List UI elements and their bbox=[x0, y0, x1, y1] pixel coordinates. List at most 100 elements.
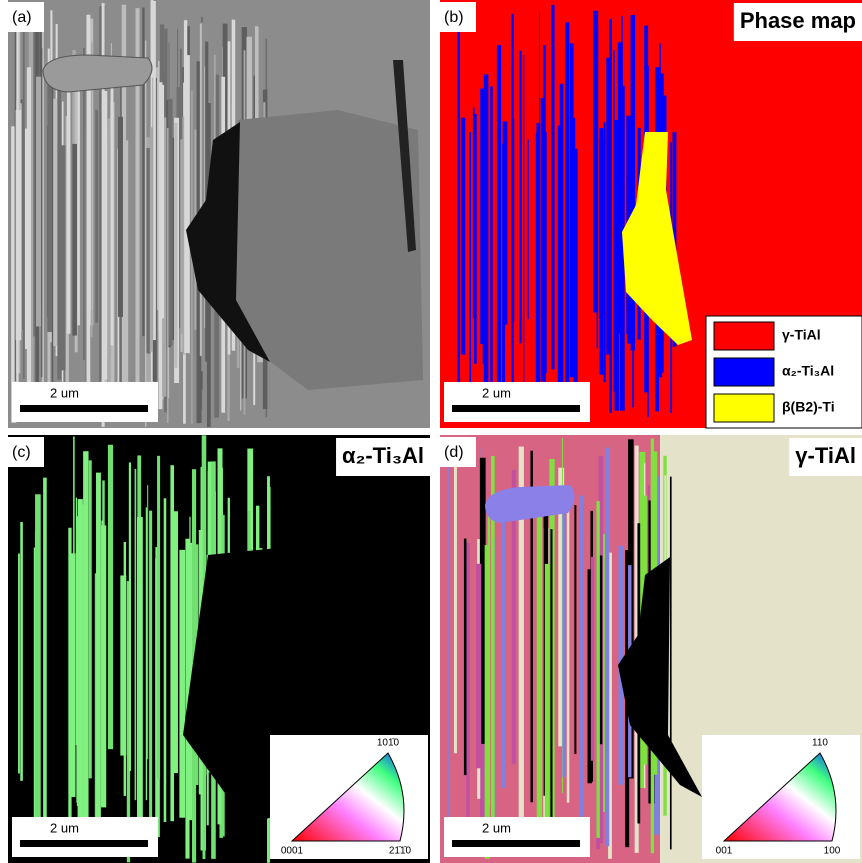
stripe bbox=[537, 509, 543, 835]
image bbox=[440, 435, 862, 863]
stripe bbox=[153, 1, 156, 341]
stripe bbox=[26, 67, 31, 413]
panel: (d) γ-TiAl 2 um 110 001 100 bbox=[440, 435, 862, 863]
stripe bbox=[179, 549, 186, 818]
stripe bbox=[593, 10, 599, 313]
stripe bbox=[502, 143, 506, 402]
stripe bbox=[484, 545, 490, 859]
stripe bbox=[170, 465, 175, 822]
scale-bar-label: 2 um bbox=[50, 385, 79, 400]
stripe bbox=[469, 132, 472, 406]
stripe bbox=[57, 78, 62, 380]
stripe bbox=[68, 527, 72, 828]
stripe bbox=[511, 469, 516, 765]
stripe bbox=[490, 86, 493, 420]
stripe bbox=[101, 3, 105, 427]
stripe bbox=[460, 117, 466, 355]
stripe bbox=[134, 468, 137, 801]
panel-title: Phase map bbox=[740, 8, 856, 33]
void bbox=[618, 557, 702, 797]
ipf-right-label: 21̄1̄0 bbox=[389, 846, 412, 857]
image bbox=[8, 0, 430, 428]
stripe bbox=[28, 30, 34, 414]
stripe bbox=[149, 510, 153, 840]
stripe bbox=[200, 22, 203, 372]
stripe bbox=[590, 556, 595, 761]
stripe bbox=[107, 444, 114, 750]
ipf-left-label: 001 bbox=[716, 846, 733, 857]
stripe bbox=[511, 118, 515, 322]
stripe bbox=[75, 83, 80, 326]
inverse-pole-figure: 101̄0 0001 21̄1̄0 bbox=[270, 735, 428, 859]
stripe bbox=[619, 85, 625, 411]
stripe bbox=[96, 472, 101, 818]
stripe bbox=[501, 495, 506, 788]
scale-bar-box bbox=[444, 817, 590, 857]
stripe bbox=[163, 498, 167, 823]
stripe bbox=[14, 4, 16, 382]
legend-label: β(B2)-Ti bbox=[782, 399, 835, 415]
stripe bbox=[11, 126, 17, 423]
stripe bbox=[99, 71, 102, 382]
stripe bbox=[118, 116, 123, 317]
stripe bbox=[59, 145, 66, 371]
legend-label: α₂-Ti₃Al bbox=[782, 363, 834, 379]
stripe bbox=[20, 521, 23, 781]
panel-title-box bbox=[336, 438, 430, 476]
stripe bbox=[474, 114, 477, 364]
scale-bar bbox=[452, 405, 580, 412]
stripe bbox=[596, 501, 600, 838]
stripe bbox=[83, 451, 89, 834]
stripe bbox=[110, 61, 114, 346]
legend-swatch bbox=[713, 321, 775, 351]
scale-bar-label: 2 um bbox=[482, 385, 511, 400]
dark-line bbox=[393, 60, 416, 252]
ipf-top-label: 110 bbox=[812, 738, 828, 749]
stripe bbox=[457, 5, 460, 413]
panel-title-box bbox=[733, 3, 862, 41]
stripe bbox=[204, 66, 206, 328]
stripe bbox=[544, 563, 550, 832]
scale-bar bbox=[20, 405, 148, 412]
panel: (a) 2 um bbox=[8, 0, 430, 428]
stripe bbox=[43, 477, 47, 846]
stripe bbox=[95, 109, 99, 323]
panel-label: (b) bbox=[444, 9, 464, 26]
stripe bbox=[41, 47, 43, 378]
stripe bbox=[453, 465, 457, 754]
stripe bbox=[35, 494, 41, 827]
stripe bbox=[530, 450, 533, 803]
panel-label-box bbox=[440, 437, 476, 467]
stripe bbox=[33, 9, 36, 337]
panel: (c) α₂-Ti₃Al 2 um 101̄0 0001 21̄1̄0 bbox=[8, 435, 430, 863]
stripe bbox=[630, 14, 636, 351]
stripe bbox=[551, 4, 555, 370]
stripe bbox=[482, 111, 487, 364]
scale-bar bbox=[452, 840, 580, 847]
stripe bbox=[172, 511, 178, 774]
stripe bbox=[158, 82, 163, 410]
ipf-top-label: 101̄0 bbox=[377, 738, 400, 749]
stripe bbox=[557, 125, 562, 405]
stripe bbox=[559, 83, 564, 421]
stripe bbox=[51, 72, 54, 413]
stripe bbox=[587, 569, 593, 784]
panel-label: (c) bbox=[12, 444, 31, 461]
scale-bar-box bbox=[12, 817, 158, 857]
stripe bbox=[518, 446, 524, 834]
stripe bbox=[466, 542, 470, 849]
stripe bbox=[472, 107, 475, 319]
stripe bbox=[491, 455, 495, 843]
stripe bbox=[603, 122, 606, 383]
stripe bbox=[70, 553, 76, 797]
stripe bbox=[174, 122, 178, 368]
stripe bbox=[120, 575, 127, 756]
stripe bbox=[72, 143, 77, 336]
stripe bbox=[135, 8, 140, 405]
stripe bbox=[88, 460, 92, 779]
stripe bbox=[535, 133, 540, 419]
legend: γ-TiAl α₂-Ti₃Al β(B2)-Ti bbox=[705, 315, 862, 429]
stripe bbox=[47, 72, 53, 332]
panel-label-box bbox=[440, 2, 476, 32]
stripe bbox=[540, 98, 545, 382]
